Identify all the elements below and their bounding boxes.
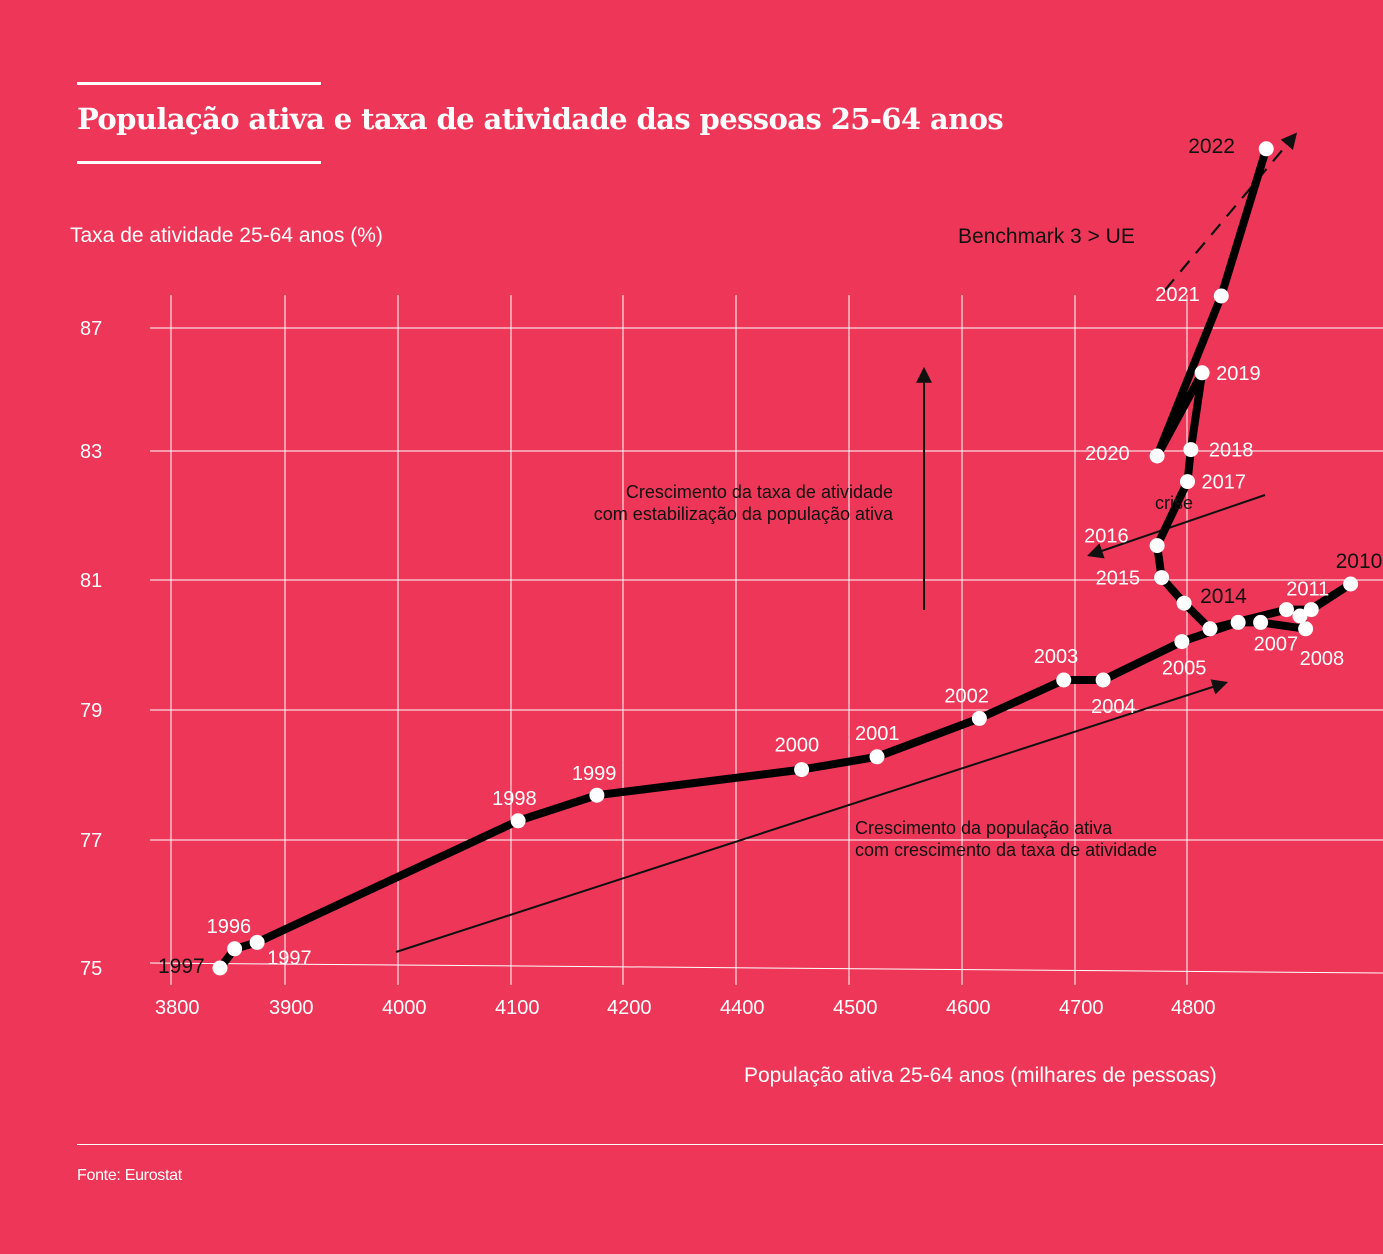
point-label: 2003 [1034, 646, 1079, 668]
y-tick-label: 87 [80, 318, 102, 340]
point-label: 2005 [1162, 658, 1207, 680]
title-rule-bottom [77, 161, 321, 164]
data-point [1230, 614, 1246, 630]
chart-canvas: 3800 3900 4000 4100 4200 4400 4500 4600 4700 4800… [80, 132, 1383, 1019]
point-labels: 1997199619971998199920002001200220032004… [158, 135, 1382, 978]
point-label: 2018 [1209, 440, 1254, 462]
data-point [1258, 141, 1274, 157]
data-point [971, 710, 987, 726]
data-point [1213, 288, 1229, 304]
data-point [1194, 365, 1210, 381]
y-tick-label: 75 [80, 958, 102, 980]
crise-arrow [1086, 494, 1266, 559]
x-tick-label: 4800 [1171, 997, 1216, 1019]
point-label: 2020 [1085, 443, 1130, 465]
point-label: 2007 [1254, 633, 1299, 655]
upper-note: Crescimento da taxa de atividade com est… [594, 481, 893, 525]
data-point [1303, 602, 1319, 618]
guide-arrows [395, 132, 1298, 953]
footer-rule [77, 1144, 1383, 1145]
point-label: 2002 [944, 685, 989, 707]
data-point [1154, 570, 1170, 586]
point-label: 1999 [572, 763, 617, 785]
point-label: 1996 [207, 916, 252, 938]
data-points [212, 141, 1359, 976]
source-note: Fonte: Eurostat [77, 1167, 182, 1184]
x-tick-label: 4700 [1059, 997, 1104, 1019]
point-label: 2017 [1202, 472, 1247, 494]
data-point [1279, 602, 1294, 618]
x-tick-label: 3900 [269, 997, 314, 1019]
point-label: 2016 [1084, 526, 1129, 548]
point-label: 2021 [1155, 284, 1200, 306]
data-point [1176, 595, 1192, 611]
ticks: 3800 3900 4000 4100 4200 4400 4500 4600 4700 4800… [80, 318, 1216, 1019]
data-point [1343, 576, 1359, 592]
data-point [1095, 672, 1111, 688]
point-label: 2010 [1336, 550, 1383, 573]
data-point [1056, 672, 1072, 688]
lower-note: Crescimento da população ativa com cresc… [855, 817, 1157, 861]
point-label: 2022 [1188, 135, 1235, 158]
data-point [510, 813, 526, 829]
upper-note-line2: com estabilização da população ativa [593, 504, 893, 524]
y-tick-label: 77 [80, 830, 102, 852]
benchmark-label: Benchmark 3 > UE [958, 225, 1135, 248]
point-label: 2001 [855, 723, 900, 745]
grid-line-horizontal [149, 962, 1383, 974]
data-point [1253, 614, 1269, 630]
point-label: 2014 [1200, 585, 1247, 608]
point-label: 2008 [1300, 648, 1345, 670]
data-point [1292, 608, 1308, 624]
x-tick-label: 4400 [720, 997, 765, 1019]
data-point [1183, 442, 1199, 458]
x-tick-label: 4200 [607, 997, 652, 1019]
point-label: 1997 [158, 955, 205, 978]
lower-note-line1: Crescimento da população ativa [855, 818, 1113, 838]
y-axis-label: Taxa de atividade 25-64 anos (%) [70, 224, 383, 247]
x-tick-label: 4600 [946, 997, 991, 1019]
upper-note-line1: Crescimento da taxa de atividade [625, 482, 893, 502]
point-label: 2000 [775, 735, 820, 757]
title-rule-top [77, 82, 321, 85]
y-tick-label: 83 [80, 441, 102, 463]
point-label: 1998 [492, 788, 537, 810]
x-axis-label: População ativa 25-64 anos (milhares de … [744, 1064, 1217, 1087]
x-tick-label: 4500 [833, 997, 878, 1019]
data-point [1174, 634, 1190, 650]
point-label: 1997 [267, 947, 312, 969]
lower-growth-arrow [395, 679, 1229, 953]
data-point [589, 787, 605, 803]
data-point [1202, 621, 1218, 637]
crise-label: crise [1155, 493, 1194, 513]
point-label: 2015 [1096, 568, 1141, 590]
point-label: 2011 [1286, 579, 1329, 601]
data-point [249, 934, 265, 950]
x-tick-label: 4000 [382, 997, 427, 1019]
benchmark-arrow [1164, 132, 1298, 291]
point-label: 2004 [1091, 696, 1136, 718]
data-point [212, 960, 228, 976]
chart-title: População ativa e taxa de atividade das … [77, 102, 1004, 136]
x-tick-label: 4100 [495, 997, 540, 1019]
grid [149, 295, 1383, 985]
data-point [1298, 621, 1314, 637]
data-point [794, 762, 810, 778]
y-tick-label: 81 [80, 570, 102, 592]
lower-note-line2: com crescimento da taxa de atividade [855, 840, 1158, 860]
data-point [1149, 448, 1165, 464]
data-point [1149, 538, 1165, 554]
y-tick-label: 79 [80, 700, 102, 722]
data-point [1180, 474, 1195, 490]
data-point [227, 941, 243, 957]
x-tick-label: 3800 [155, 997, 200, 1019]
data-point [869, 749, 885, 765]
point-label: 2019 [1216, 363, 1261, 385]
